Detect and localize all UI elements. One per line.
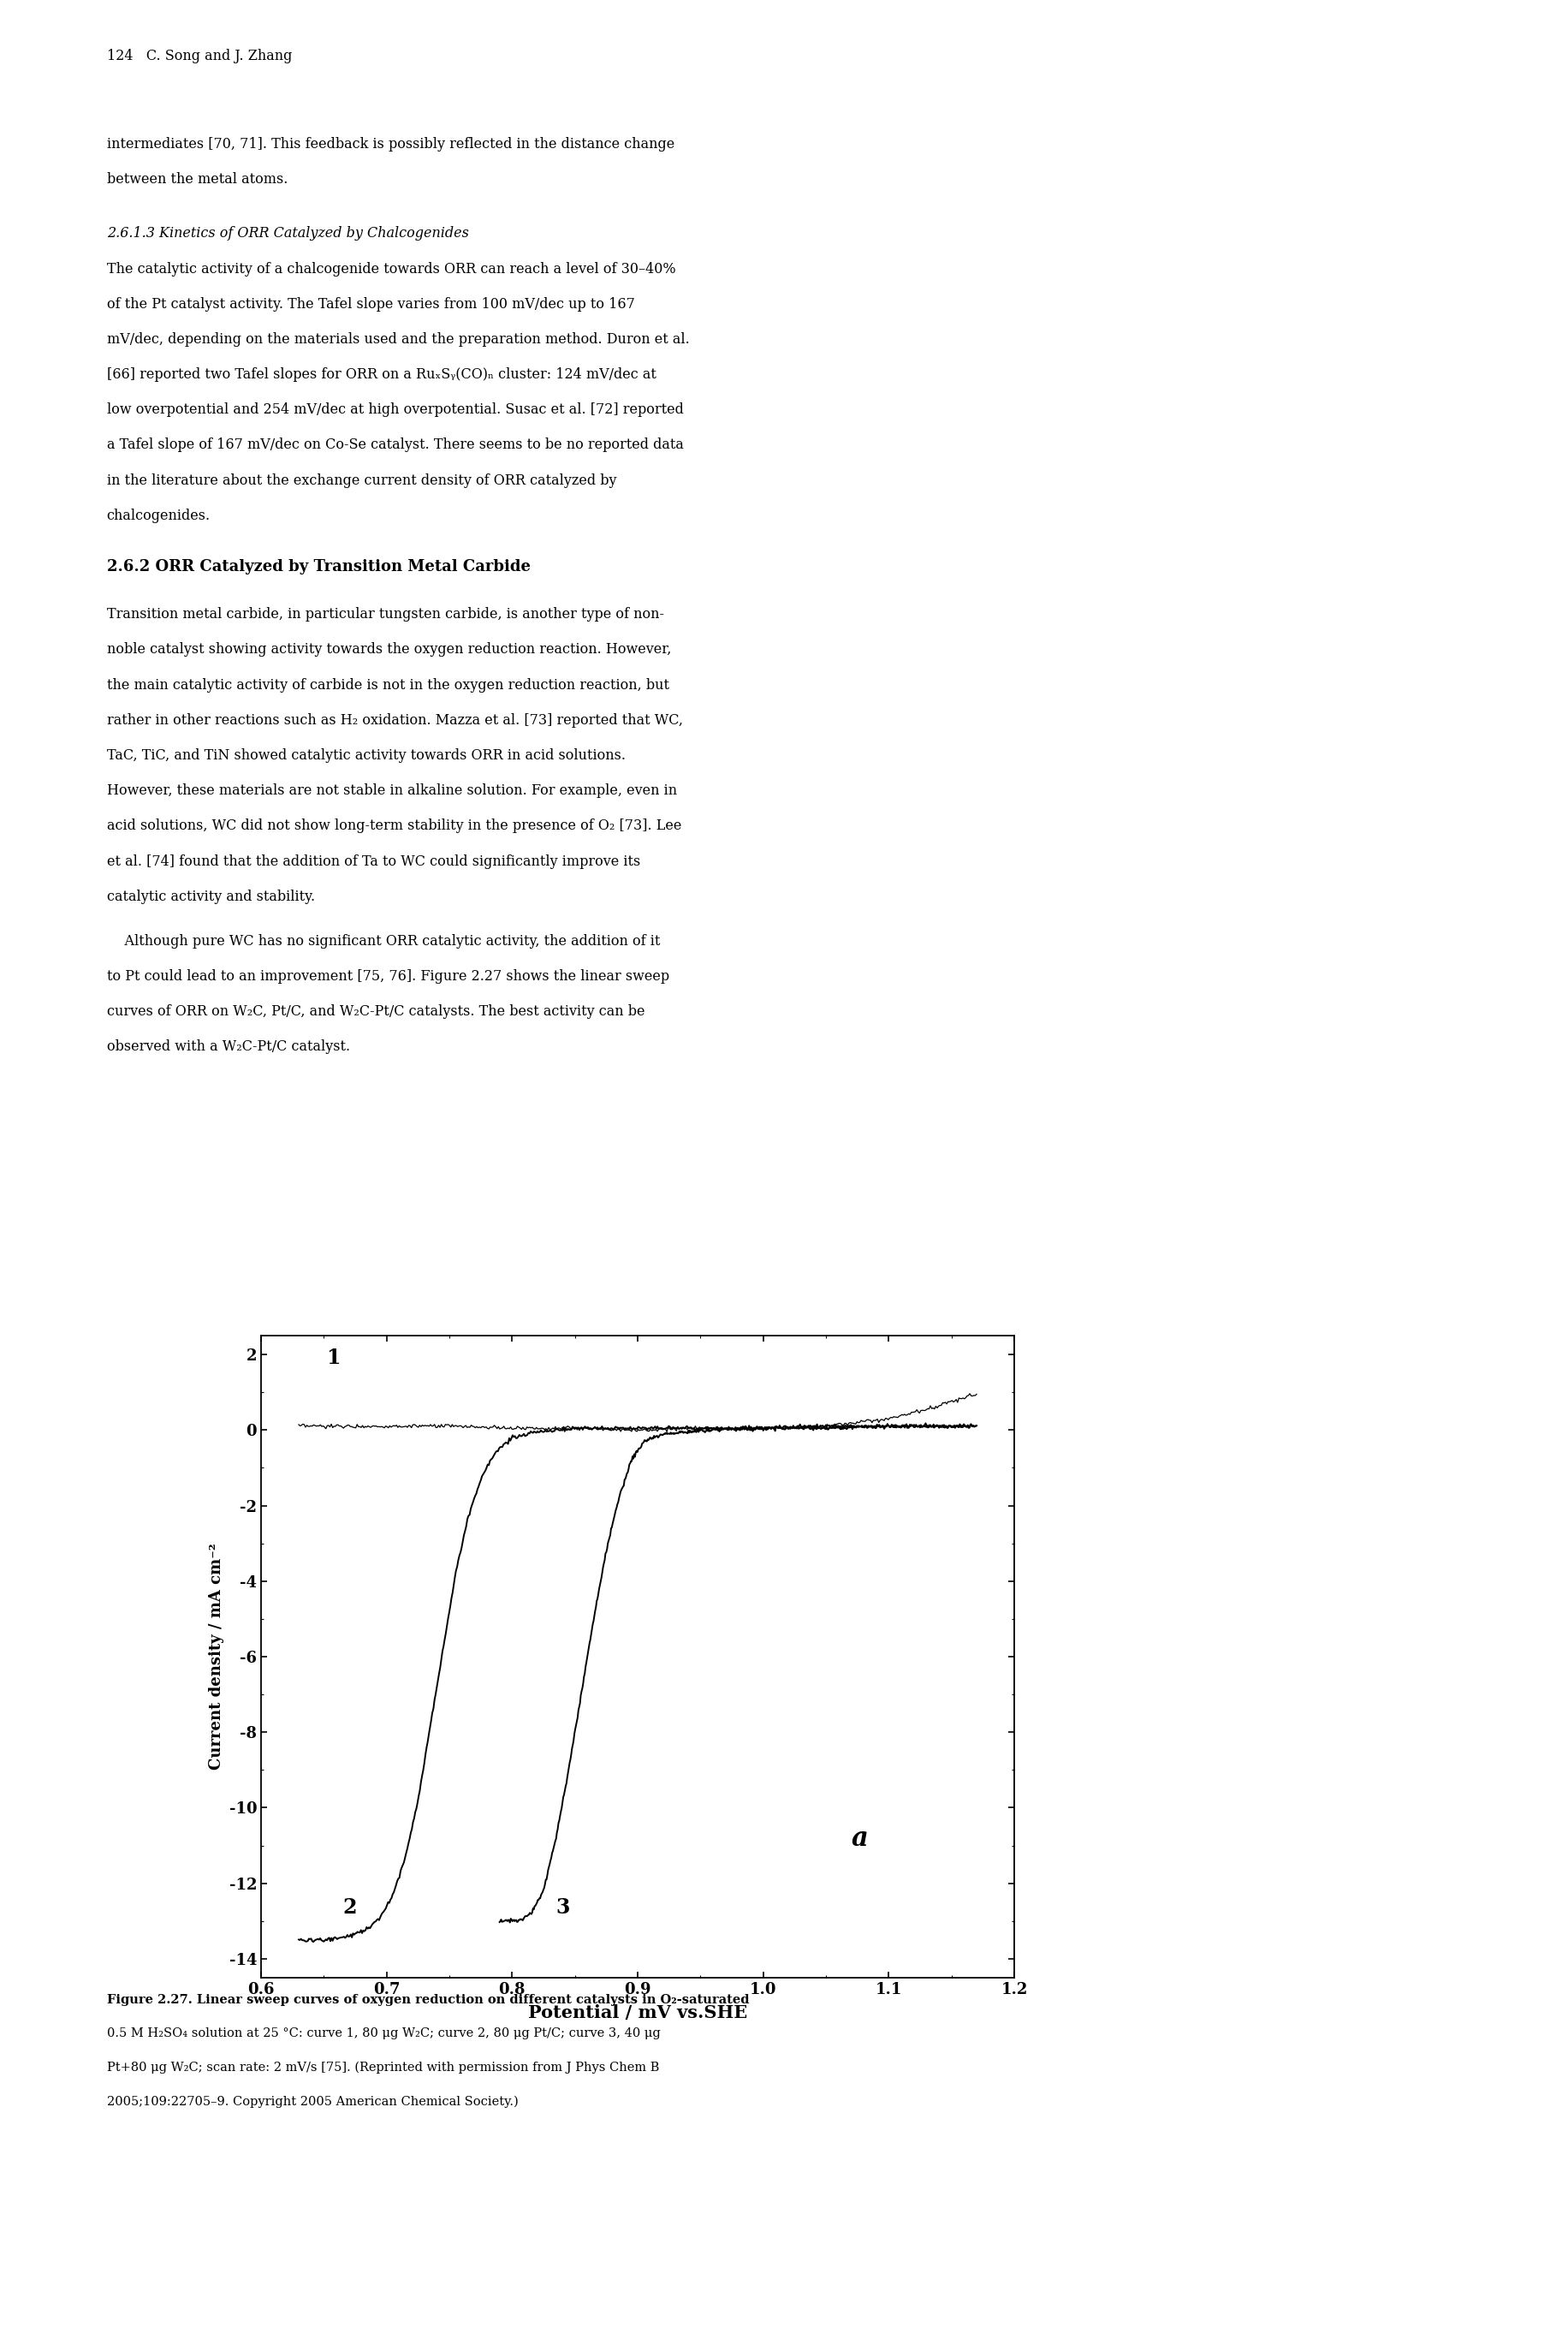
Text: 2005;109:22705–9. Copyright 2005 American Chemical Society.): 2005;109:22705–9. Copyright 2005 America… [107,2095,517,2109]
Text: chalcogenides.: chalcogenides. [107,508,210,522]
Text: rather in other reactions such as H₂ oxidation. Mazza et al. [73] reported that : rather in other reactions such as H₂ oxi… [107,712,682,726]
Text: Pt+80 μg W₂C; scan rate: 2 mV/s [75]. (Reprinted with permission from J Phys Che: Pt+80 μg W₂C; scan rate: 2 mV/s [75]. (R… [107,2062,659,2074]
Text: a Tafel slope of 167 mV/dec on Co-Se catalyst. There seems to be no reported dat: a Tafel slope of 167 mV/dec on Co-Se cat… [107,437,684,451]
Text: low overpotential and 254 mV/dec at high overpotential. Susac et al. [72] report: low overpotential and 254 mV/dec at high… [107,402,684,416]
Text: a: a [850,1824,867,1853]
Text: Figure 2.27. Linear sweep curves of oxygen reduction on different catalysts in O: Figure 2.27. Linear sweep curves of oxyg… [107,1994,748,2005]
Text: observed with a W₂C-Pt/C catalyst.: observed with a W₂C-Pt/C catalyst. [107,1039,350,1053]
Text: catalytic activity and stability.: catalytic activity and stability. [107,889,315,903]
Text: intermediates [70, 71]. This feedback is possibly reflected in the distance chan: intermediates [70, 71]. This feedback is… [107,136,674,150]
Text: to Pt could lead to an improvement [75, 76]. Figure 2.27 shows the linear sweep: to Pt could lead to an improvement [75, … [107,969,668,983]
Text: 2.6.2 ORR Catalyzed by Transition Metal Carbide: 2.6.2 ORR Catalyzed by Transition Metal … [107,560,530,574]
Text: [66] reported two Tafel slopes for ORR on a RuₓSᵧ(CO)ₙ cluster: 124 mV/dec at: [66] reported two Tafel slopes for ORR o… [107,367,655,381]
Text: TaC, TiC, and TiN showed catalytic activity towards ORR in acid solutions.: TaC, TiC, and TiN showed catalytic activ… [107,748,626,762]
Text: Transition metal carbide, in particular tungsten carbide, is another type of non: Transition metal carbide, in particular … [107,607,663,621]
Text: 3: 3 [555,1897,569,1918]
Text: acid solutions, WC did not show long-term stability in the presence of O₂ [73]. : acid solutions, WC did not show long-ter… [107,818,681,832]
Text: 2.6.1.3 Kinetics of ORR Catalyzed by Chalcogenides: 2.6.1.3 Kinetics of ORR Catalyzed by Cha… [107,226,469,240]
Y-axis label: Current density / mA cm⁻²: Current density / mA cm⁻² [209,1542,224,1770]
Text: However, these materials are not stable in alkaline solution. For example, even : However, these materials are not stable … [107,783,676,797]
Text: Although pure WC has no significant ORR catalytic activity, the addition of it: Although pure WC has no significant ORR … [107,933,660,947]
Text: in the literature about the exchange current density of ORR catalyzed by: in the literature about the exchange cur… [107,473,616,487]
Text: 1: 1 [326,1347,340,1368]
Text: 124   C. Song and J. Zhang: 124 C. Song and J. Zhang [107,49,292,63]
Text: mV/dec, depending on the materials used and the preparation method. Duron et al.: mV/dec, depending on the materials used … [107,331,688,346]
Text: of the Pt catalyst activity. The Tafel slope varies from 100 mV/dec up to 167: of the Pt catalyst activity. The Tafel s… [107,296,635,310]
Text: the main catalytic activity of carbide is not in the oxygen reduction reaction, : the main catalytic activity of carbide i… [107,677,668,691]
Text: 0.5 M H₂SO₄ solution at 25 °C: curve 1, 80 μg W₂C; curve 2, 80 μg Pt/C; curve 3,: 0.5 M H₂SO₄ solution at 25 °C: curve 1, … [107,2027,660,2041]
Text: The catalytic activity of a chalcogenide towards ORR can reach a level of 30–40%: The catalytic activity of a chalcogenide… [107,261,676,275]
Text: et al. [74] found that the addition of Ta to WC could significantly improve its: et al. [74] found that the addition of T… [107,853,640,868]
X-axis label: Potential / mV vs.SHE: Potential / mV vs.SHE [528,2005,746,2022]
Text: curves of ORR on W₂C, Pt/C, and W₂C-Pt/C catalysts. The best activity can be: curves of ORR on W₂C, Pt/C, and W₂C-Pt/C… [107,1004,644,1018]
Text: between the metal atoms.: between the metal atoms. [107,172,287,186]
Text: 2: 2 [342,1897,356,1918]
Text: noble catalyst showing activity towards the oxygen reduction reaction. However,: noble catalyst showing activity towards … [107,642,671,656]
